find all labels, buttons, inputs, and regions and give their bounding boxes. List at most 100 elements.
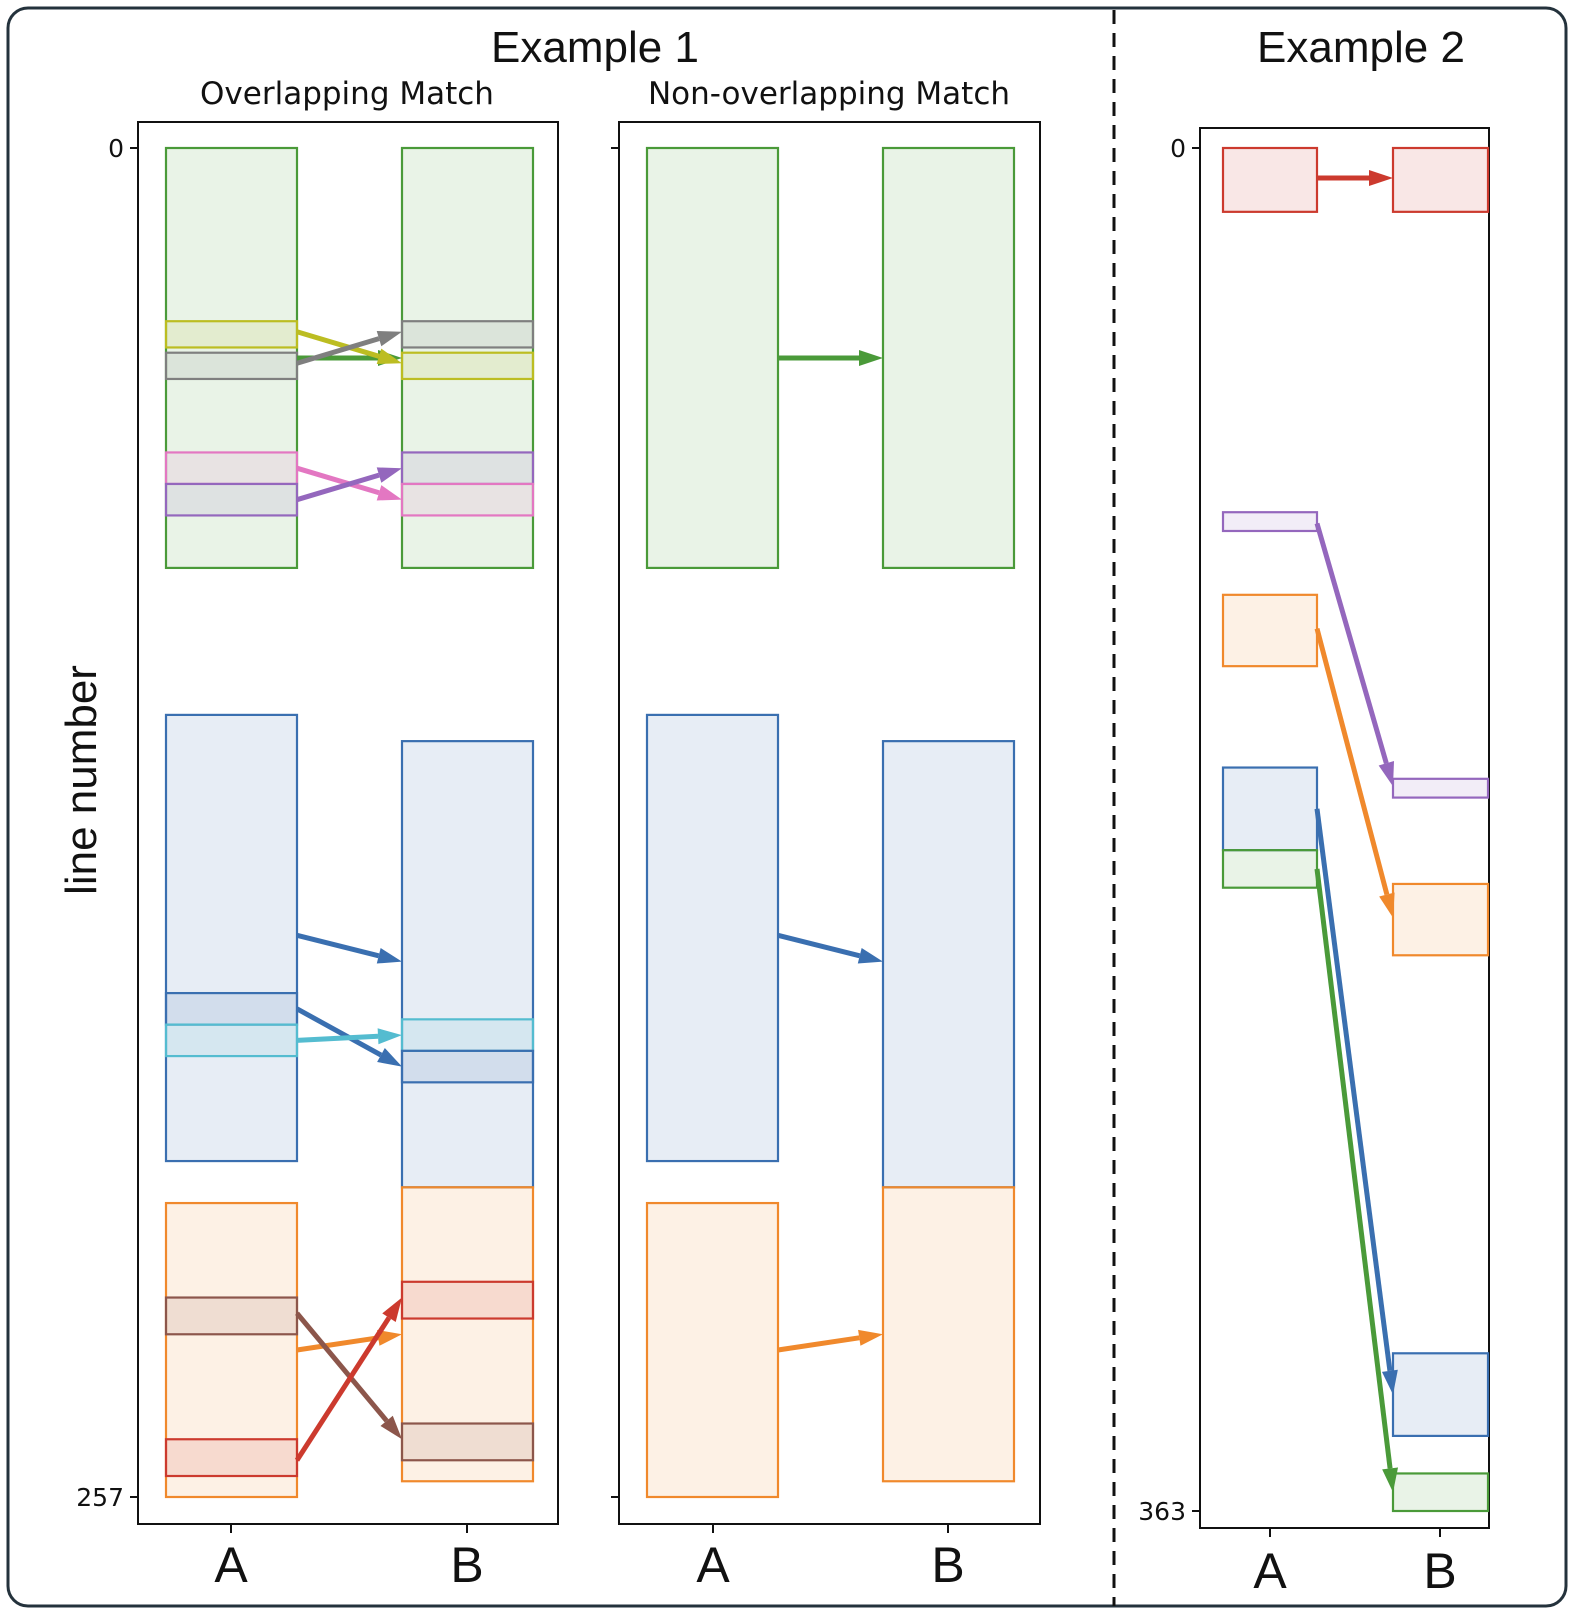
block-a-green	[164, 146, 299, 570]
overlapping-title: Overlapping Match	[200, 76, 494, 112]
block-b-purple	[1391, 777, 1490, 799]
arrow-head	[859, 349, 883, 366]
arrow-blue	[296, 932, 402, 964]
block-a-purple	[164, 482, 299, 517]
panel-overlapping: 0 257 A B	[76, 121, 559, 1593]
arrow-gray	[296, 330, 402, 366]
block-a-gray	[164, 351, 299, 381]
arrow-shaft	[296, 932, 380, 959]
y-tick-label: 363	[1138, 1497, 1186, 1526]
arrow-pink	[296, 465, 402, 501]
block-b-green	[400, 146, 535, 570]
arrow-shaft	[295, 1311, 389, 1423]
block-b-blue	[400, 740, 535, 1189]
block-b-orange	[400, 1186, 535, 1483]
arrow-blue	[777, 932, 883, 964]
block-a-pink	[164, 451, 299, 486]
arrow-orange	[296, 1329, 402, 1353]
arrow-red	[294, 1297, 402, 1462]
block-a-orange	[164, 1201, 299, 1499]
arrow-purple	[296, 467, 402, 503]
block-a-green	[645, 146, 780, 570]
arrow-shaft	[777, 1335, 860, 1353]
outer-border	[6, 6, 1568, 1608]
block-a-orange	[645, 1201, 780, 1499]
y-tick-label: 0	[108, 134, 124, 163]
block-b-olive	[400, 351, 535, 381]
block-a-red	[164, 1438, 299, 1478]
arrow-brown	[295, 1311, 402, 1440]
arrow-head	[376, 330, 402, 347]
arrow-blue	[1314, 808, 1398, 1395]
block-b-blue	[1391, 1352, 1490, 1438]
x-category-label-a: A	[1253, 1543, 1287, 1599]
arrow-shaft	[777, 932, 861, 959]
block-a-orange	[1221, 593, 1319, 668]
block-a-green	[1221, 849, 1319, 889]
arrow-shaft	[1314, 808, 1393, 1372]
block-b-brown	[400, 1422, 535, 1462]
x-category-label-a: A	[214, 1537, 248, 1593]
arrow-orange	[777, 1329, 883, 1353]
block-b-orange	[881, 1186, 1016, 1483]
block-a-olive	[164, 320, 299, 349]
block-a-red	[1221, 146, 1319, 213]
arrow-shaft	[1314, 627, 1390, 896]
block-b-pink	[400, 482, 535, 517]
block-a-purple	[1221, 511, 1319, 533]
axes-frame	[1199, 127, 1490, 1529]
arrow-head	[376, 467, 402, 483]
block-b-cyan	[400, 1018, 535, 1052]
block-b-blue	[881, 740, 1016, 1189]
arrow-shaft	[296, 472, 380, 503]
arrow-head	[1379, 892, 1395, 918]
arrow-head	[377, 1329, 402, 1346]
arrow-head	[377, 1028, 402, 1045]
arrow-head	[376, 348, 402, 364]
arrow-shaft	[296, 1033, 379, 1043]
arrow-head	[1378, 761, 1395, 787]
y-tick-label: 0	[1170, 134, 1186, 163]
arrow-head	[377, 1048, 402, 1067]
arrow-shaft	[296, 1335, 379, 1353]
x-category-label-a: A	[696, 1537, 730, 1593]
block-b-blue	[400, 1049, 535, 1084]
arrow-head	[376, 948, 402, 964]
x-category-label-b: B	[450, 1537, 483, 1593]
block-b-purple	[400, 451, 535, 486]
y-tick-label: 257	[76, 1483, 124, 1512]
arrow-head	[1382, 1467, 1399, 1493]
arrow-head	[1369, 170, 1393, 187]
block-b-green	[1391, 1472, 1490, 1513]
arrow-head	[858, 1329, 883, 1346]
example-1-title: Example 1	[491, 23, 699, 72]
arrow-shaft	[294, 1316, 392, 1462]
arrow-red	[1317, 170, 1393, 187]
block-b-gray	[400, 320, 535, 349]
arrow-green	[778, 349, 883, 366]
arrow-purple	[1314, 522, 1395, 787]
axes-frame	[137, 121, 559, 1525]
block-b-orange	[1391, 882, 1490, 957]
arrow-head	[857, 948, 883, 964]
block-a-brown	[164, 1296, 299, 1336]
arrow-shaft	[1314, 522, 1389, 764]
block-b-red	[1391, 146, 1490, 213]
block-a-cyan	[164, 1023, 299, 1058]
block-a-blue	[645, 713, 780, 1163]
axes-frame	[618, 121, 1041, 1525]
arrow-shaft	[296, 336, 380, 366]
arrow-head	[376, 485, 402, 501]
arrow-green	[1314, 868, 1399, 1493]
arrow-orange	[1314, 627, 1395, 918]
block-b-green	[881, 146, 1016, 570]
arrow-olive	[296, 329, 402, 364]
arrow-shaft	[296, 465, 380, 496]
nonoverlapping-title: Non-overlapping Match	[648, 76, 1010, 112]
block-a-blue	[1221, 766, 1319, 852]
arrow-head	[382, 1297, 402, 1323]
block-a-blue	[164, 991, 299, 1026]
